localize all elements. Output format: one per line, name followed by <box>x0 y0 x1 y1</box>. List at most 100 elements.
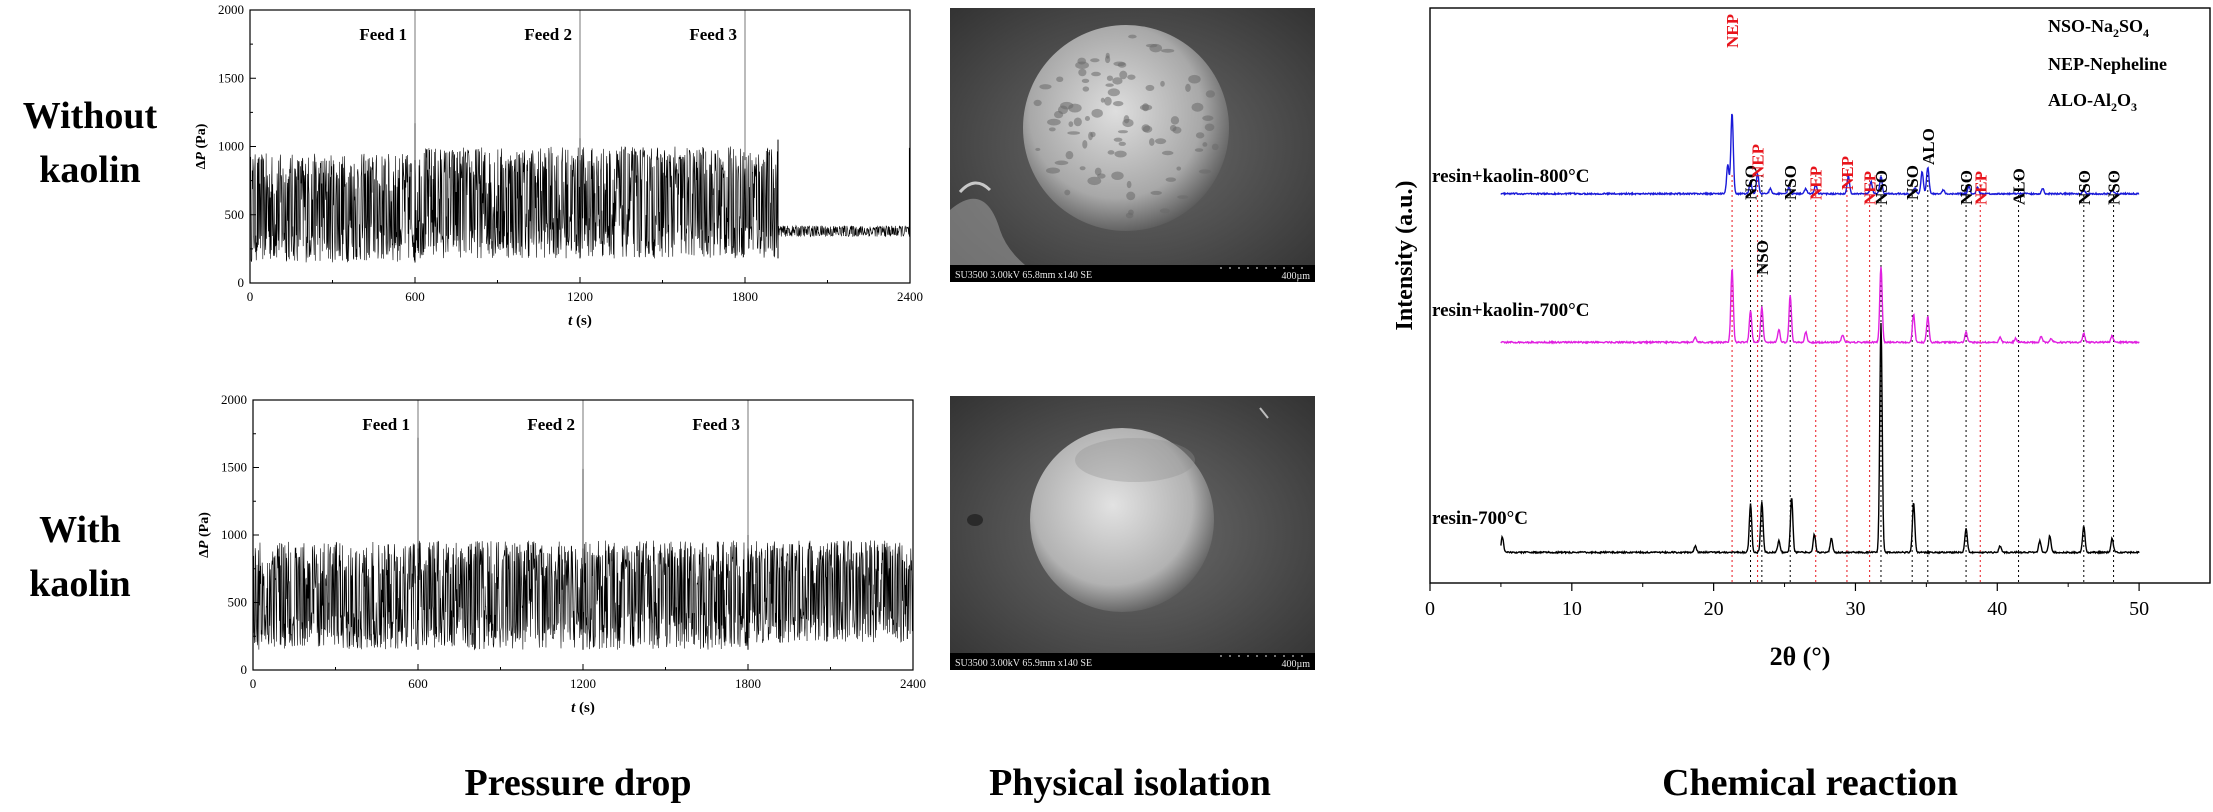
phase-marker-label: ALO <box>2010 168 2029 205</box>
phase-marker-label: NEP <box>1723 14 1742 48</box>
legend-entry: NEP-Nepheline <box>2048 54 2167 74</box>
sem-debris-edge <box>958 181 992 194</box>
sem-spot <box>1082 140 1088 149</box>
sem-debris <box>967 514 983 526</box>
xrd-series-line <box>1500 323 2140 555</box>
sem-spot <box>1114 150 1127 158</box>
sem-spot <box>1170 116 1180 125</box>
row-label-top-line1: Without <box>23 95 158 137</box>
sem-caption-bar <box>950 653 1315 670</box>
feed-marker-label: Feed 3 <box>692 415 740 434</box>
sem-spot <box>1176 166 1182 171</box>
sem-spot <box>1149 138 1155 146</box>
y-tick-label: 500 <box>225 207 245 222</box>
row-label-with-kaolin: With kaolin <box>29 509 130 605</box>
row-label-without-kaolin: Without kaolin <box>23 95 158 191</box>
sem-spot <box>1211 143 1219 151</box>
sem-spot <box>1100 97 1105 103</box>
sem-spot <box>1177 195 1189 199</box>
feed-marker-label: Feed 2 <box>527 415 575 434</box>
phase-marker-label: NSO <box>1872 170 1891 205</box>
y-axis-label: ΔP (Pa) <box>194 123 209 169</box>
y-tick-label: 1000 <box>218 139 244 154</box>
sem-spot <box>1161 48 1175 53</box>
plot-frame <box>1429 7 2211 584</box>
sem-spot <box>1118 141 1126 146</box>
x-tick-label: 10 <box>1562 598 1582 620</box>
pressure-chart-without-kaolin: Feed 1 Feed 2 Feed 3 0 600 1200 1800 2400 0 500 10… <box>194 2 923 329</box>
phase-marker-label: NSO <box>1957 170 1976 205</box>
x-tick-label: 1800 <box>732 289 758 304</box>
sem-spot <box>1112 77 1123 85</box>
pressure-chart-with-kaolin: Feed 1 Feed 2 Feed 3 0 600 1200 1800 2400 0 500 10… <box>197 392 926 716</box>
x-tick-label: 1200 <box>570 676 596 691</box>
sem-spot <box>1079 166 1086 171</box>
sem-spot <box>1185 83 1191 92</box>
sem-spot <box>1088 131 1093 141</box>
sem-spot <box>1046 167 1061 174</box>
phase-marker-label: NSO <box>2105 170 2124 205</box>
sem-surface-spots <box>1033 34 1219 219</box>
sem-spot <box>1154 138 1167 145</box>
y-axis-label: ΔP (Pa) <box>197 512 212 558</box>
sem-spot <box>1047 118 1061 126</box>
xrd-series-line <box>1500 266 2140 345</box>
x-tick-label: 2400 <box>897 289 923 304</box>
phase-marker-label: NSO <box>2075 170 2094 205</box>
x-tick-label: 1800 <box>735 676 761 691</box>
sem-scale-label: 400µm <box>1281 271 1310 282</box>
phase-marker-label: NEP <box>1838 156 1857 190</box>
sem-caption-bar <box>950 265 1315 282</box>
sem-spot <box>1204 123 1215 132</box>
sem-spot <box>1159 208 1170 214</box>
y-axis-label: Intensity (a.u.) <box>1392 180 1418 330</box>
sem-spot <box>1060 101 1074 110</box>
phase-marker-label: NEP <box>1971 171 1990 205</box>
sem-spot <box>1067 131 1081 135</box>
feed-marker-label: Feed 3 <box>689 25 737 44</box>
y-tick-label: 0 <box>238 275 245 290</box>
row-label-top-line2: kaolin <box>39 149 140 191</box>
x-tick-label: 30 <box>1845 598 1865 620</box>
y-tick-label: 1500 <box>221 460 247 475</box>
sem-spot <box>1117 130 1129 134</box>
sem-spot <box>1105 55 1111 64</box>
sem-spot <box>1205 90 1216 98</box>
sem-spot <box>1191 102 1204 112</box>
x-axis-label: 2θ (°) <box>1770 642 1831 671</box>
phase-marker-label: NSO <box>1753 240 1772 275</box>
sem-scale-label: 400µm <box>1281 659 1310 670</box>
sem-spot <box>1188 74 1201 84</box>
sem-spot <box>1117 62 1127 68</box>
sem-spot <box>1084 115 1091 122</box>
y-tick-label: 1500 <box>218 70 244 85</box>
sem-spot <box>1107 150 1115 155</box>
sem-spot <box>1126 180 1132 189</box>
sem-spot <box>1078 68 1087 77</box>
sem-spot <box>1073 117 1082 127</box>
sem-sphere <box>1030 428 1214 612</box>
sem-spot <box>1091 71 1101 77</box>
section-title-physical: Physical isolation <box>989 762 1271 804</box>
sem-spot <box>1111 171 1124 181</box>
sem-spot <box>1106 75 1113 81</box>
phase-marker-label: NEP <box>1749 144 1768 178</box>
sem-spot <box>1082 86 1090 92</box>
xrd-series-line <box>1500 113 2140 197</box>
xrd-chart: resin+kaolin-800°C resin+kaolin-700°C resi… <box>1392 7 2211 671</box>
sem-spot <box>1048 127 1056 132</box>
sem-spot <box>1145 84 1155 92</box>
sem-spot <box>1194 148 1204 152</box>
sem-spot <box>1033 99 1042 107</box>
x-tick-label: 0 <box>250 676 257 691</box>
sem-sphere-texture <box>1075 438 1195 482</box>
phase-marker-label: NSO <box>1742 165 1761 200</box>
x-tick-label: 600 <box>405 289 425 304</box>
sem-spot <box>1122 118 1134 128</box>
sem-spot <box>1202 142 1208 147</box>
sem-caption: SU3500 3.00kV 65.9mm x140 SE <box>955 658 1092 669</box>
row-label-bottom-line2: kaolin <box>29 563 130 605</box>
x-tick-label: 0 <box>247 289 254 304</box>
xrd-series-label: resin+kaolin-800°C <box>1432 166 1589 187</box>
sem-spot <box>1104 96 1112 106</box>
